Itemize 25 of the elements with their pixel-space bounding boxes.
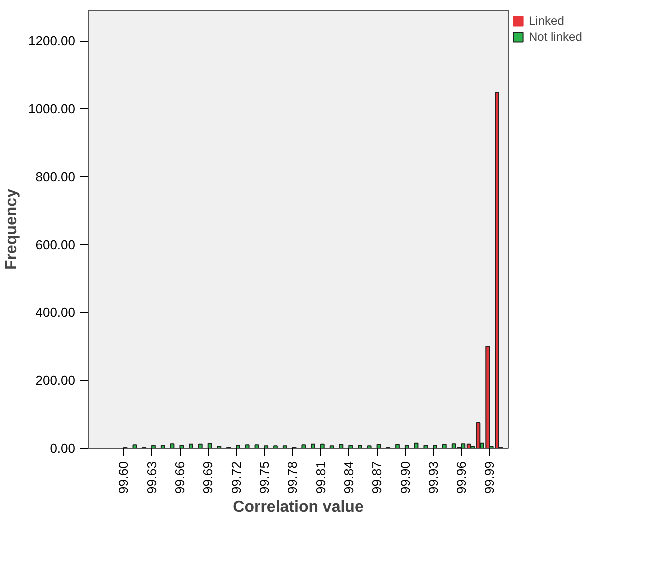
x-axis-title: Correlation value bbox=[233, 499, 364, 516]
y-tick-label: 0.00 bbox=[50, 441, 76, 456]
x-tick-label: 99.66 bbox=[172, 461, 188, 494]
y-tick-label: 800.00 bbox=[36, 169, 76, 184]
x-tick-label: 99.78 bbox=[285, 461, 300, 494]
legend-label: Not linked bbox=[529, 30, 582, 44]
y-tick-label: 400.00 bbox=[36, 305, 76, 320]
x-tick-label: 99.63 bbox=[144, 461, 160, 494]
x-tick-label: 99.81 bbox=[313, 461, 328, 494]
x-tick-label: 99.87 bbox=[370, 461, 385, 494]
x-tick-label: 99.93 bbox=[426, 461, 441, 494]
y-tick-label: 1000.00 bbox=[28, 101, 76, 116]
y-tick-label: 600.00 bbox=[36, 237, 76, 252]
x-tick-label: 99.84 bbox=[341, 461, 356, 494]
y-tick-label: 1200.00 bbox=[28, 34, 76, 49]
x-tick-label: 99.99 bbox=[482, 461, 498, 494]
y-tick-label: 200.00 bbox=[36, 373, 76, 388]
x-tick-label: 99.90 bbox=[398, 461, 413, 494]
y-axis-title: Frequency bbox=[4, 188, 21, 270]
x-tick-label: 99.60 bbox=[116, 461, 132, 494]
x-tick-label: 99.75 bbox=[256, 461, 272, 494]
x-tick-label: 99.69 bbox=[200, 461, 216, 494]
x-tick-label: 99.96 bbox=[454, 461, 470, 494]
legend-label: Linked bbox=[529, 14, 564, 28]
x-tick-label: 99.72 bbox=[228, 461, 244, 494]
